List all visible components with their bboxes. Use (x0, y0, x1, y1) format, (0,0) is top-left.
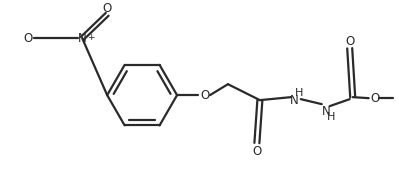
Text: N: N (289, 94, 298, 107)
Text: O: O (345, 35, 354, 48)
Text: +: + (87, 33, 95, 42)
Text: O: O (200, 89, 209, 102)
Text: O: O (24, 32, 33, 45)
Text: O: O (103, 2, 112, 15)
Text: O: O (252, 144, 261, 158)
Text: H: H (326, 112, 335, 122)
Text: N: N (321, 105, 330, 118)
Text: O: O (370, 92, 379, 105)
Text: H: H (294, 88, 303, 98)
Text: −: − (34, 33, 41, 42)
Text: N: N (78, 32, 87, 45)
